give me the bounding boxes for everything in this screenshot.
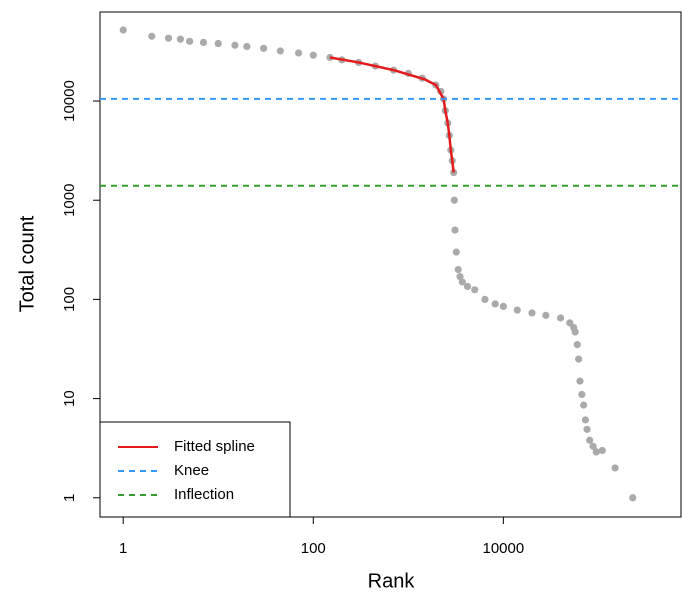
plot-frame (99, 11, 682, 518)
point (148, 32, 156, 40)
point (119, 26, 127, 34)
point (164, 34, 173, 42)
point (463, 282, 472, 291)
point (294, 49, 303, 57)
legend-box (99, 421, 291, 518)
point (542, 311, 550, 319)
point (598, 446, 606, 455)
y-axis-title: Total count (16, 215, 38, 312)
point (592, 448, 600, 456)
point (452, 248, 460, 256)
point (259, 44, 268, 52)
legend-label: Fitted spline (174, 438, 255, 455)
point (556, 314, 565, 322)
point (578, 390, 586, 399)
point (458, 278, 466, 286)
legend-label: Knee (174, 462, 209, 479)
point (243, 42, 251, 51)
point (309, 51, 317, 59)
point (528, 309, 536, 317)
point (581, 416, 590, 424)
legend-label: Inflection (174, 486, 234, 503)
point (491, 300, 499, 308)
point (481, 295, 489, 304)
point (499, 302, 507, 311)
point (583, 425, 591, 433)
point (231, 41, 239, 49)
point (214, 39, 222, 48)
point (451, 226, 459, 234)
point (575, 355, 583, 363)
point (450, 196, 458, 204)
x-tick-label: 10000 (482, 540, 524, 557)
point (573, 341, 581, 349)
point (571, 328, 579, 336)
y-tick-label: 10 (61, 390, 78, 407)
y-tick-label: 10000 (61, 80, 78, 122)
y-tick-label: 100 (61, 287, 78, 312)
point (580, 401, 588, 409)
y-tick-label: 1000 (61, 184, 78, 217)
point (199, 38, 208, 47)
point (276, 47, 284, 55)
x-tick-label: 100 (301, 540, 326, 557)
point (576, 377, 584, 385)
point (454, 265, 462, 274)
point (176, 35, 185, 43)
point (589, 442, 597, 450)
y-tick-label: 1 (61, 494, 78, 502)
point (629, 494, 637, 502)
point (586, 436, 594, 444)
x-axis-title: Rank (368, 570, 416, 592)
x-tick-label: 1 (119, 540, 127, 557)
point (611, 464, 619, 472)
point (566, 319, 574, 327)
point (456, 272, 464, 281)
point (471, 286, 479, 294)
spline-line (329, 56, 455, 173)
point (513, 306, 521, 314)
point (186, 37, 194, 45)
